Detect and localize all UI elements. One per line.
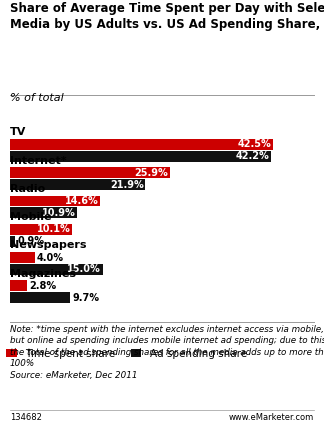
Bar xyxy=(10,208,77,218)
Text: 42.2%: 42.2% xyxy=(236,151,270,161)
Text: Share of Average Time Spent per Day with Select
Media by US Adults vs. US Ad Spe: Share of Average Time Spent per Day with… xyxy=(10,2,324,31)
Text: Mobile: Mobile xyxy=(10,212,51,222)
Text: % of total: % of total xyxy=(10,93,64,103)
Text: 25.9%: 25.9% xyxy=(135,168,168,178)
Text: 0.9%: 0.9% xyxy=(18,236,45,246)
Bar xyxy=(10,167,170,178)
Text: Radio: Radio xyxy=(10,184,45,194)
Bar xyxy=(10,179,145,190)
Text: Internet*: Internet* xyxy=(10,156,66,165)
Text: 9.7%: 9.7% xyxy=(72,293,99,303)
Text: Newspapers: Newspapers xyxy=(10,240,86,250)
Text: 14.6%: 14.6% xyxy=(64,196,98,206)
Bar xyxy=(10,224,72,234)
Text: 2.8%: 2.8% xyxy=(29,281,57,291)
Text: 134682: 134682 xyxy=(10,413,41,421)
Bar xyxy=(10,292,70,303)
Legend: Time spent share, Ad spending share: Time spent share, Ad spending share xyxy=(6,349,247,359)
Text: 4.0%: 4.0% xyxy=(37,253,64,263)
Text: 15.0%: 15.0% xyxy=(67,264,101,274)
Text: 10.1%: 10.1% xyxy=(37,224,70,234)
Bar xyxy=(10,139,273,150)
Text: 42.5%: 42.5% xyxy=(237,139,271,149)
Text: 10.9%: 10.9% xyxy=(42,208,75,218)
Text: Magazines: Magazines xyxy=(10,269,76,279)
Bar xyxy=(10,280,27,291)
Bar xyxy=(10,264,103,275)
Bar xyxy=(10,252,35,263)
Bar xyxy=(10,151,271,162)
Text: TV: TV xyxy=(10,127,26,137)
Bar xyxy=(10,236,15,247)
Bar xyxy=(10,196,100,206)
Text: 21.9%: 21.9% xyxy=(110,179,144,189)
Text: www.eMarketer.com: www.eMarketer.com xyxy=(229,413,314,421)
Text: Note: *time spent with the internet excludes internet access via mobile,
but onl: Note: *time spent with the internet excl… xyxy=(10,325,324,380)
